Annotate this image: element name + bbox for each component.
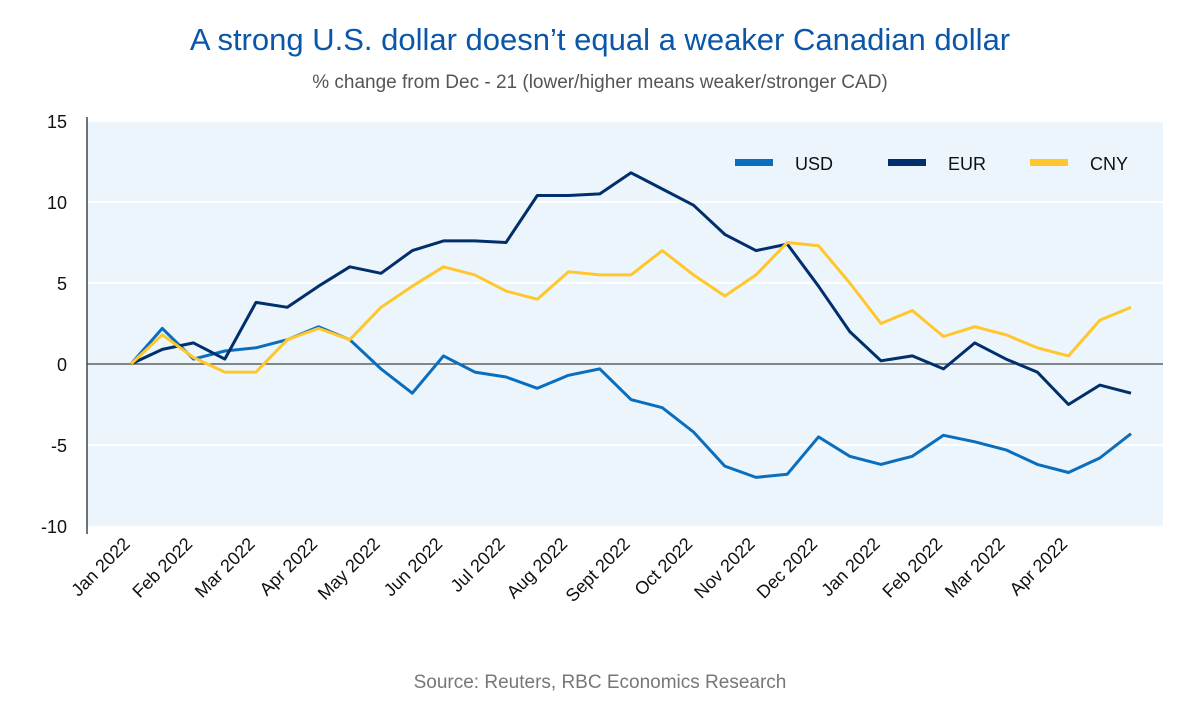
x-tick-label: Dec 2022 [753,534,822,603]
legend-label-usd: USD [795,154,833,174]
x-tick-label: Jan 2022 [817,534,884,601]
y-tick-label: 15 [47,112,67,132]
legend-swatch-cny [1030,159,1068,166]
x-tick-label: Apr 2022 [256,534,322,600]
y-tick-label: 10 [47,193,67,213]
x-tick-label: Oct 2022 [631,534,697,600]
series-line-cny [129,241,1132,374]
x-tick-label: Feb 2022 [878,534,946,602]
y-tick-label: 0 [57,355,67,375]
x-tick-label: Apr 2022 [1006,534,1072,600]
x-tick-label: Feb 2022 [128,534,196,602]
legend-label-eur: EUR [948,154,986,174]
legend-swatch-eur [888,159,926,166]
legend-label-cny: CNY [1090,154,1128,174]
y-tick-label: -5 [51,436,67,456]
x-tick-label: Mar 2022 [941,534,1009,602]
y-tick-label: 5 [57,274,67,294]
x-tick-label: May 2022 [314,534,384,604]
x-tick-label: Sept 2022 [562,534,634,606]
series-line-eur [130,171,1132,406]
x-tick-label: Nov 2022 [690,534,759,603]
chart-subtitle: % change from Dec - 21 (lower/higher mea… [312,72,888,93]
plot-background [87,121,1163,526]
x-tick-label: Jun 2022 [380,534,447,601]
x-tick-label: Mar 2022 [191,534,259,602]
chart-title: A strong U.S. dollar doesn’t equal a wea… [189,22,1011,57]
x-tick-label: Jul 2022 [447,534,509,596]
y-tick-label: -10 [41,517,67,537]
x-tick-label: Jan 2022 [67,534,134,601]
legend-swatch-usd [735,159,773,166]
chart-source: Source: Reuters, RBC Economics Research [413,672,787,693]
